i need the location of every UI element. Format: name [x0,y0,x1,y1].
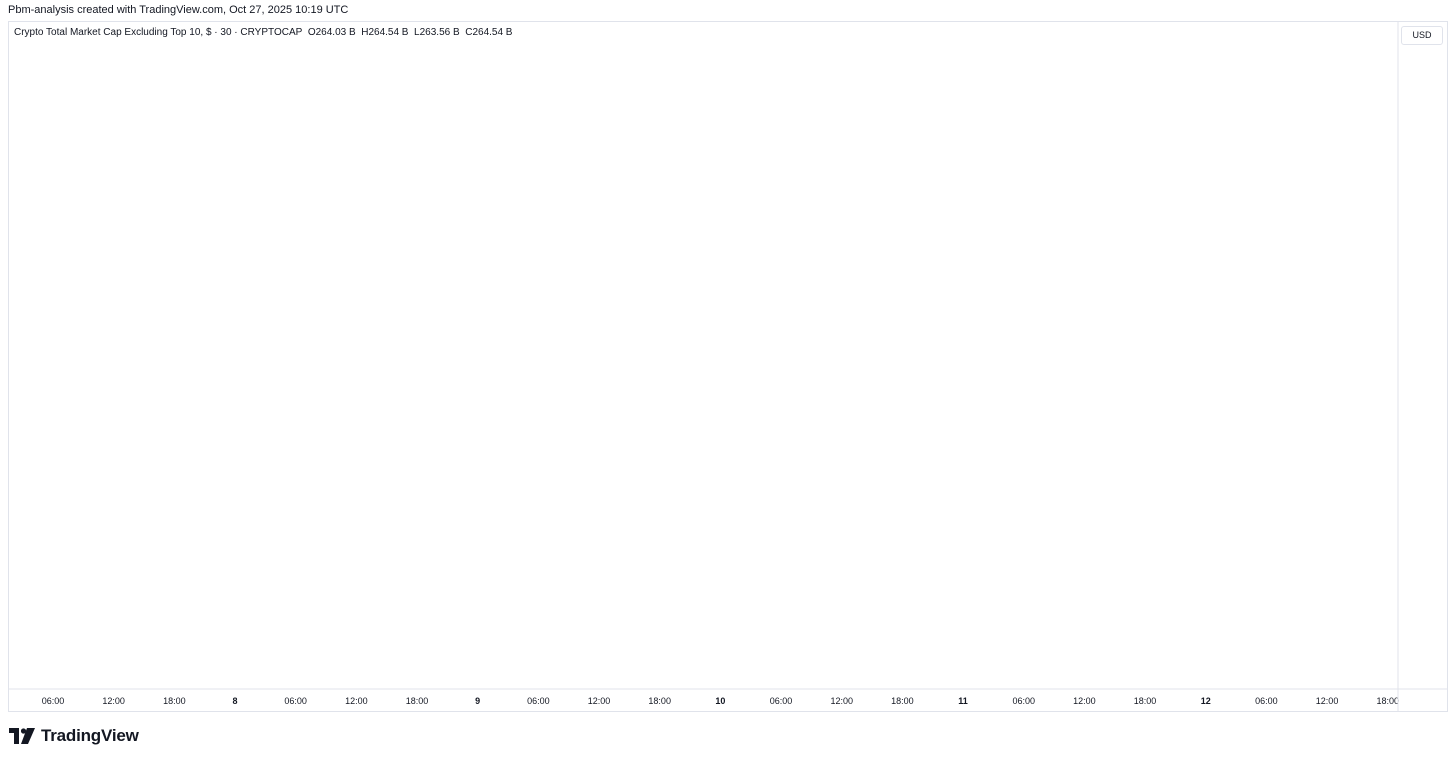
tradingview-logo-icon [9,728,35,744]
legend-close: C264.54 B [465,27,513,38]
time-tick-label: 06:00 [527,696,550,706]
time-tick-label: 12:00 [830,696,853,706]
time-tick-label: 06:00 [284,696,307,706]
attribution-text: Pbm-analysis created with TradingView.co… [8,4,349,16]
symbol-legend: Crypto Total Market Cap Excluding Top 10… [14,27,512,38]
chart-frame[interactable] [8,21,1448,712]
legend-low: L263.56 B [414,27,460,38]
time-tick-label: 12:00 [1316,696,1339,706]
time-tick-label: 12:00 [102,696,125,706]
time-tick-label: 11 [958,696,968,706]
time-tick-label: 12:00 [1073,696,1096,706]
time-tick-label: 9 [475,696,480,706]
time-tick-label: 18:00 [648,696,671,706]
time-tick-label: 10 [715,696,725,706]
chart-canvas[interactable]: −144.66 B (−46.91%) −144,662,691,818 264… [0,0,1456,715]
legend-symbol[interactable]: Crypto Total Market Cap Excluding Top 10… [14,27,303,38]
time-axis[interactable]: 06:00 12:00 18:00 8 06:00 12:00 18:00 9 06:00 12:… [42,696,1399,706]
legend-open: O264.03 B [307,27,356,38]
time-tick-label: 8 [233,696,238,706]
currency-button[interactable]: USD [1401,26,1443,45]
time-tick-label: 18:00 [1376,696,1399,706]
time-tick-label: 18:00 [891,696,914,706]
time-tick-label: 18:00 [406,696,429,706]
time-tick-label: 12:00 [588,696,611,706]
tradingview-brand: TradingView [41,726,139,745]
time-tick-label: 06:00 [770,696,793,706]
time-tick-label: 18:00 [1134,696,1157,706]
tradingview-logo[interactable]: TradingView [9,726,139,746]
legend-high: H264.54 B [361,27,409,38]
time-tick-label: 12:00 [345,696,368,706]
time-tick-label: 06:00 [1255,696,1278,706]
time-tick-label: 06:00 [1012,696,1035,706]
time-tick-label: 12 [1201,696,1211,706]
time-tick-label: 18:00 [163,696,186,706]
time-tick-label: 06:00 [42,696,65,706]
